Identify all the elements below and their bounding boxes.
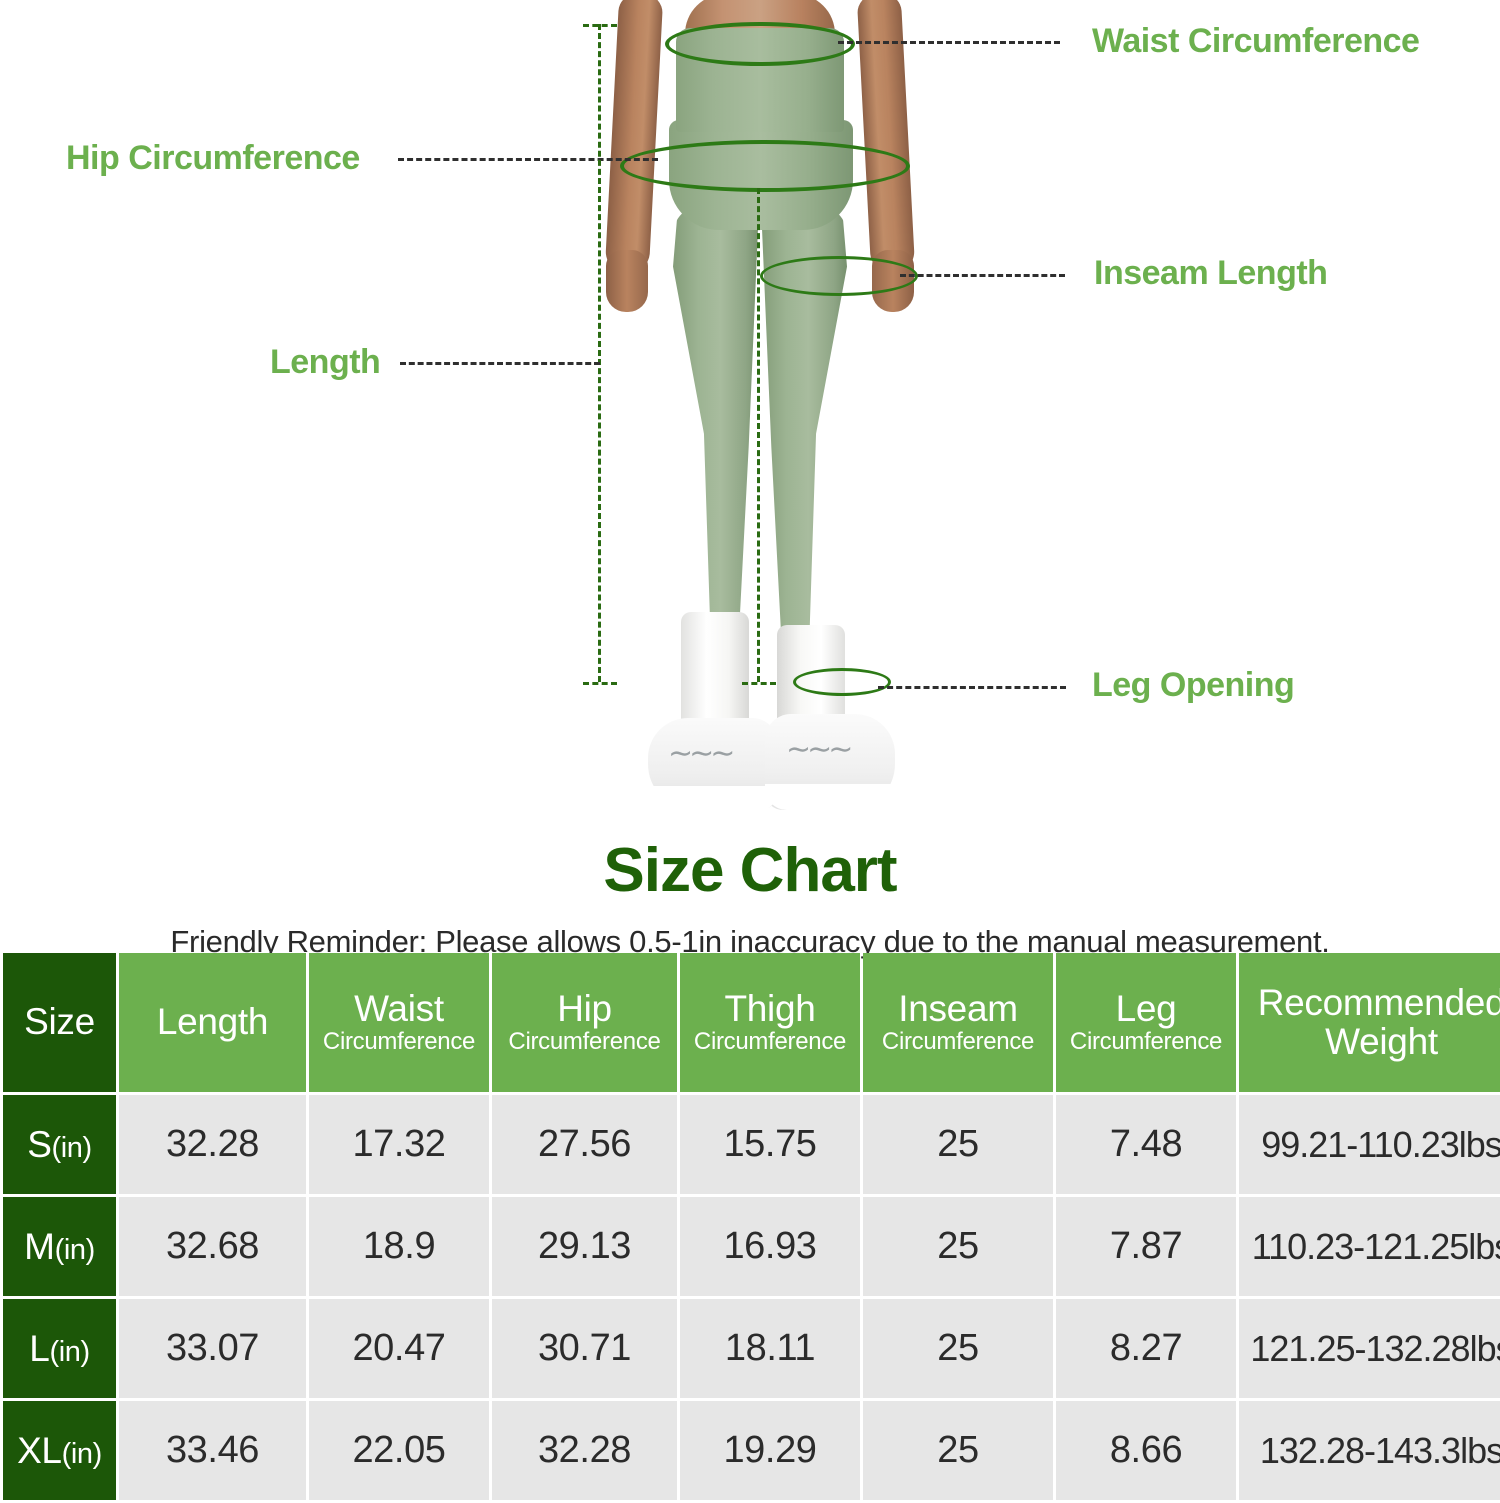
waist-measure-ellipse	[665, 22, 855, 66]
hip-leader-line	[398, 158, 658, 161]
table-header-row: Size Length Waist Circumference Hip Circ…	[3, 953, 1500, 1092]
length-top-tick	[583, 24, 617, 27]
cell-weight: 110.23-121.25lbs	[1239, 1197, 1500, 1296]
cell-hip: 32.28	[492, 1401, 677, 1500]
cell-thigh: 18.11	[680, 1299, 860, 1398]
table-row: S(in) 32.28 17.32 27.56 15.75 25 7.48 99…	[3, 1095, 1500, 1194]
table-body: S(in) 32.28 17.32 27.56 15.75 25 7.48 99…	[3, 1095, 1500, 1500]
shoelace-right-icon: ∼∼∼	[786, 733, 853, 766]
legging-crotch-gap	[560, 0, 580, 52]
leg-opening-leader-line	[878, 686, 1066, 689]
cell-weight: 132.28-143.3lbs	[1239, 1401, 1500, 1500]
cell-size: XL(in)	[3, 1401, 116, 1500]
cell-hip: 27.56	[492, 1095, 677, 1194]
length-measure-vertical	[598, 24, 601, 682]
cell-length: 33.07	[119, 1299, 306, 1398]
table-row: L(in) 33.07 20.47 30.71 18.11 25 8.27 12…	[3, 1299, 1500, 1398]
cell-waist: 20.47	[309, 1299, 489, 1398]
size-chart-heading-block: Size Chart Friendly Reminder: Please all…	[0, 830, 1500, 959]
column-header-leg: Leg Circumference	[1056, 953, 1236, 1092]
cell-waist: 22.05	[309, 1401, 489, 1500]
inseam-length-label: Inseam Length	[1094, 254, 1328, 292]
column-header-size: Size	[3, 953, 116, 1092]
cell-size: S(in)	[3, 1095, 116, 1194]
table-row: M(in) 32.68 18.9 29.13 16.93 25 7.87 110…	[3, 1197, 1500, 1296]
cell-size: M(in)	[3, 1197, 116, 1296]
length-leader-line	[400, 362, 600, 365]
cell-hip: 30.71	[492, 1299, 677, 1398]
length-bottom-tick	[583, 682, 617, 685]
column-header-waist: Waist Circumference	[309, 953, 489, 1092]
column-header-hip: Hip Circumference	[492, 953, 677, 1092]
cell-leg: 8.66	[1056, 1401, 1236, 1500]
cell-leg: 8.27	[1056, 1299, 1236, 1398]
column-header-recommended-weight: Recommended Weight	[1239, 953, 1500, 1092]
cell-size: L(in)	[3, 1299, 116, 1398]
waist-leader-line	[838, 41, 1060, 44]
cell-leg: 7.48	[1056, 1095, 1236, 1194]
length-label: Length	[270, 343, 381, 381]
column-header-thigh: Thigh Circumference	[680, 953, 860, 1092]
sneaker-right-sole	[765, 784, 895, 810]
cell-inseam: 25	[863, 1299, 1053, 1398]
cell-inseam: 25	[863, 1095, 1053, 1194]
hip-circumference-label: Hip Circumference	[66, 139, 360, 177]
legging-left-leg	[673, 205, 759, 645]
model-illustration: ∼∼∼ ∼∼∼	[560, 0, 960, 830]
cell-weight: 99.21-110.23lbs	[1239, 1095, 1500, 1194]
column-header-length: Length	[119, 953, 306, 1092]
leg-opening-measure-ellipse	[793, 668, 891, 696]
leg-opening-label: Leg Opening	[1092, 666, 1295, 704]
cell-hip: 29.13	[492, 1197, 677, 1296]
inseam-bottom-tick	[742, 682, 776, 685]
inseam-leader-line	[900, 274, 1065, 277]
cell-thigh: 16.93	[680, 1197, 860, 1296]
cell-waist: 18.9	[309, 1197, 489, 1296]
cell-thigh: 15.75	[680, 1095, 860, 1194]
cell-thigh: 19.29	[680, 1401, 860, 1500]
column-header-inseam: Inseam Circumference	[863, 953, 1053, 1092]
page-title: Size Chart	[603, 836, 897, 905]
waist-circumference-label: Waist Circumference	[1092, 22, 1420, 60]
table-row: XL(in) 33.46 22.05 32.28 19.29 25 8.66 1…	[3, 1401, 1500, 1500]
model-left-arm	[604, 0, 664, 275]
cell-leg: 7.87	[1056, 1197, 1236, 1296]
size-chart-table: Size Length Waist Circumference Hip Circ…	[0, 950, 1500, 1503]
inseam-measure-vertical	[757, 188, 760, 682]
hip-measure-ellipse	[620, 140, 910, 192]
cell-inseam: 25	[863, 1197, 1053, 1296]
model-left-hand	[606, 250, 648, 312]
shoelace-left-icon: ∼∼∼	[668, 737, 735, 770]
measurement-diagram: ∼∼∼ ∼∼∼ Waist Circumference Hip Circumfe…	[66, 0, 1420, 830]
cell-inseam: 25	[863, 1401, 1053, 1500]
thigh-measure-ellipse	[760, 256, 918, 296]
cell-weight: 121.25-132.28lbs	[1239, 1299, 1500, 1398]
cell-length: 33.46	[119, 1401, 306, 1500]
cell-length: 32.68	[119, 1197, 306, 1296]
cell-length: 32.28	[119, 1095, 306, 1194]
sneaker-left-sole	[648, 786, 778, 812]
friendly-reminder-note: Friendly Reminder: Please allows 0.5-1in…	[170, 924, 1330, 959]
cell-waist: 17.32	[309, 1095, 489, 1194]
